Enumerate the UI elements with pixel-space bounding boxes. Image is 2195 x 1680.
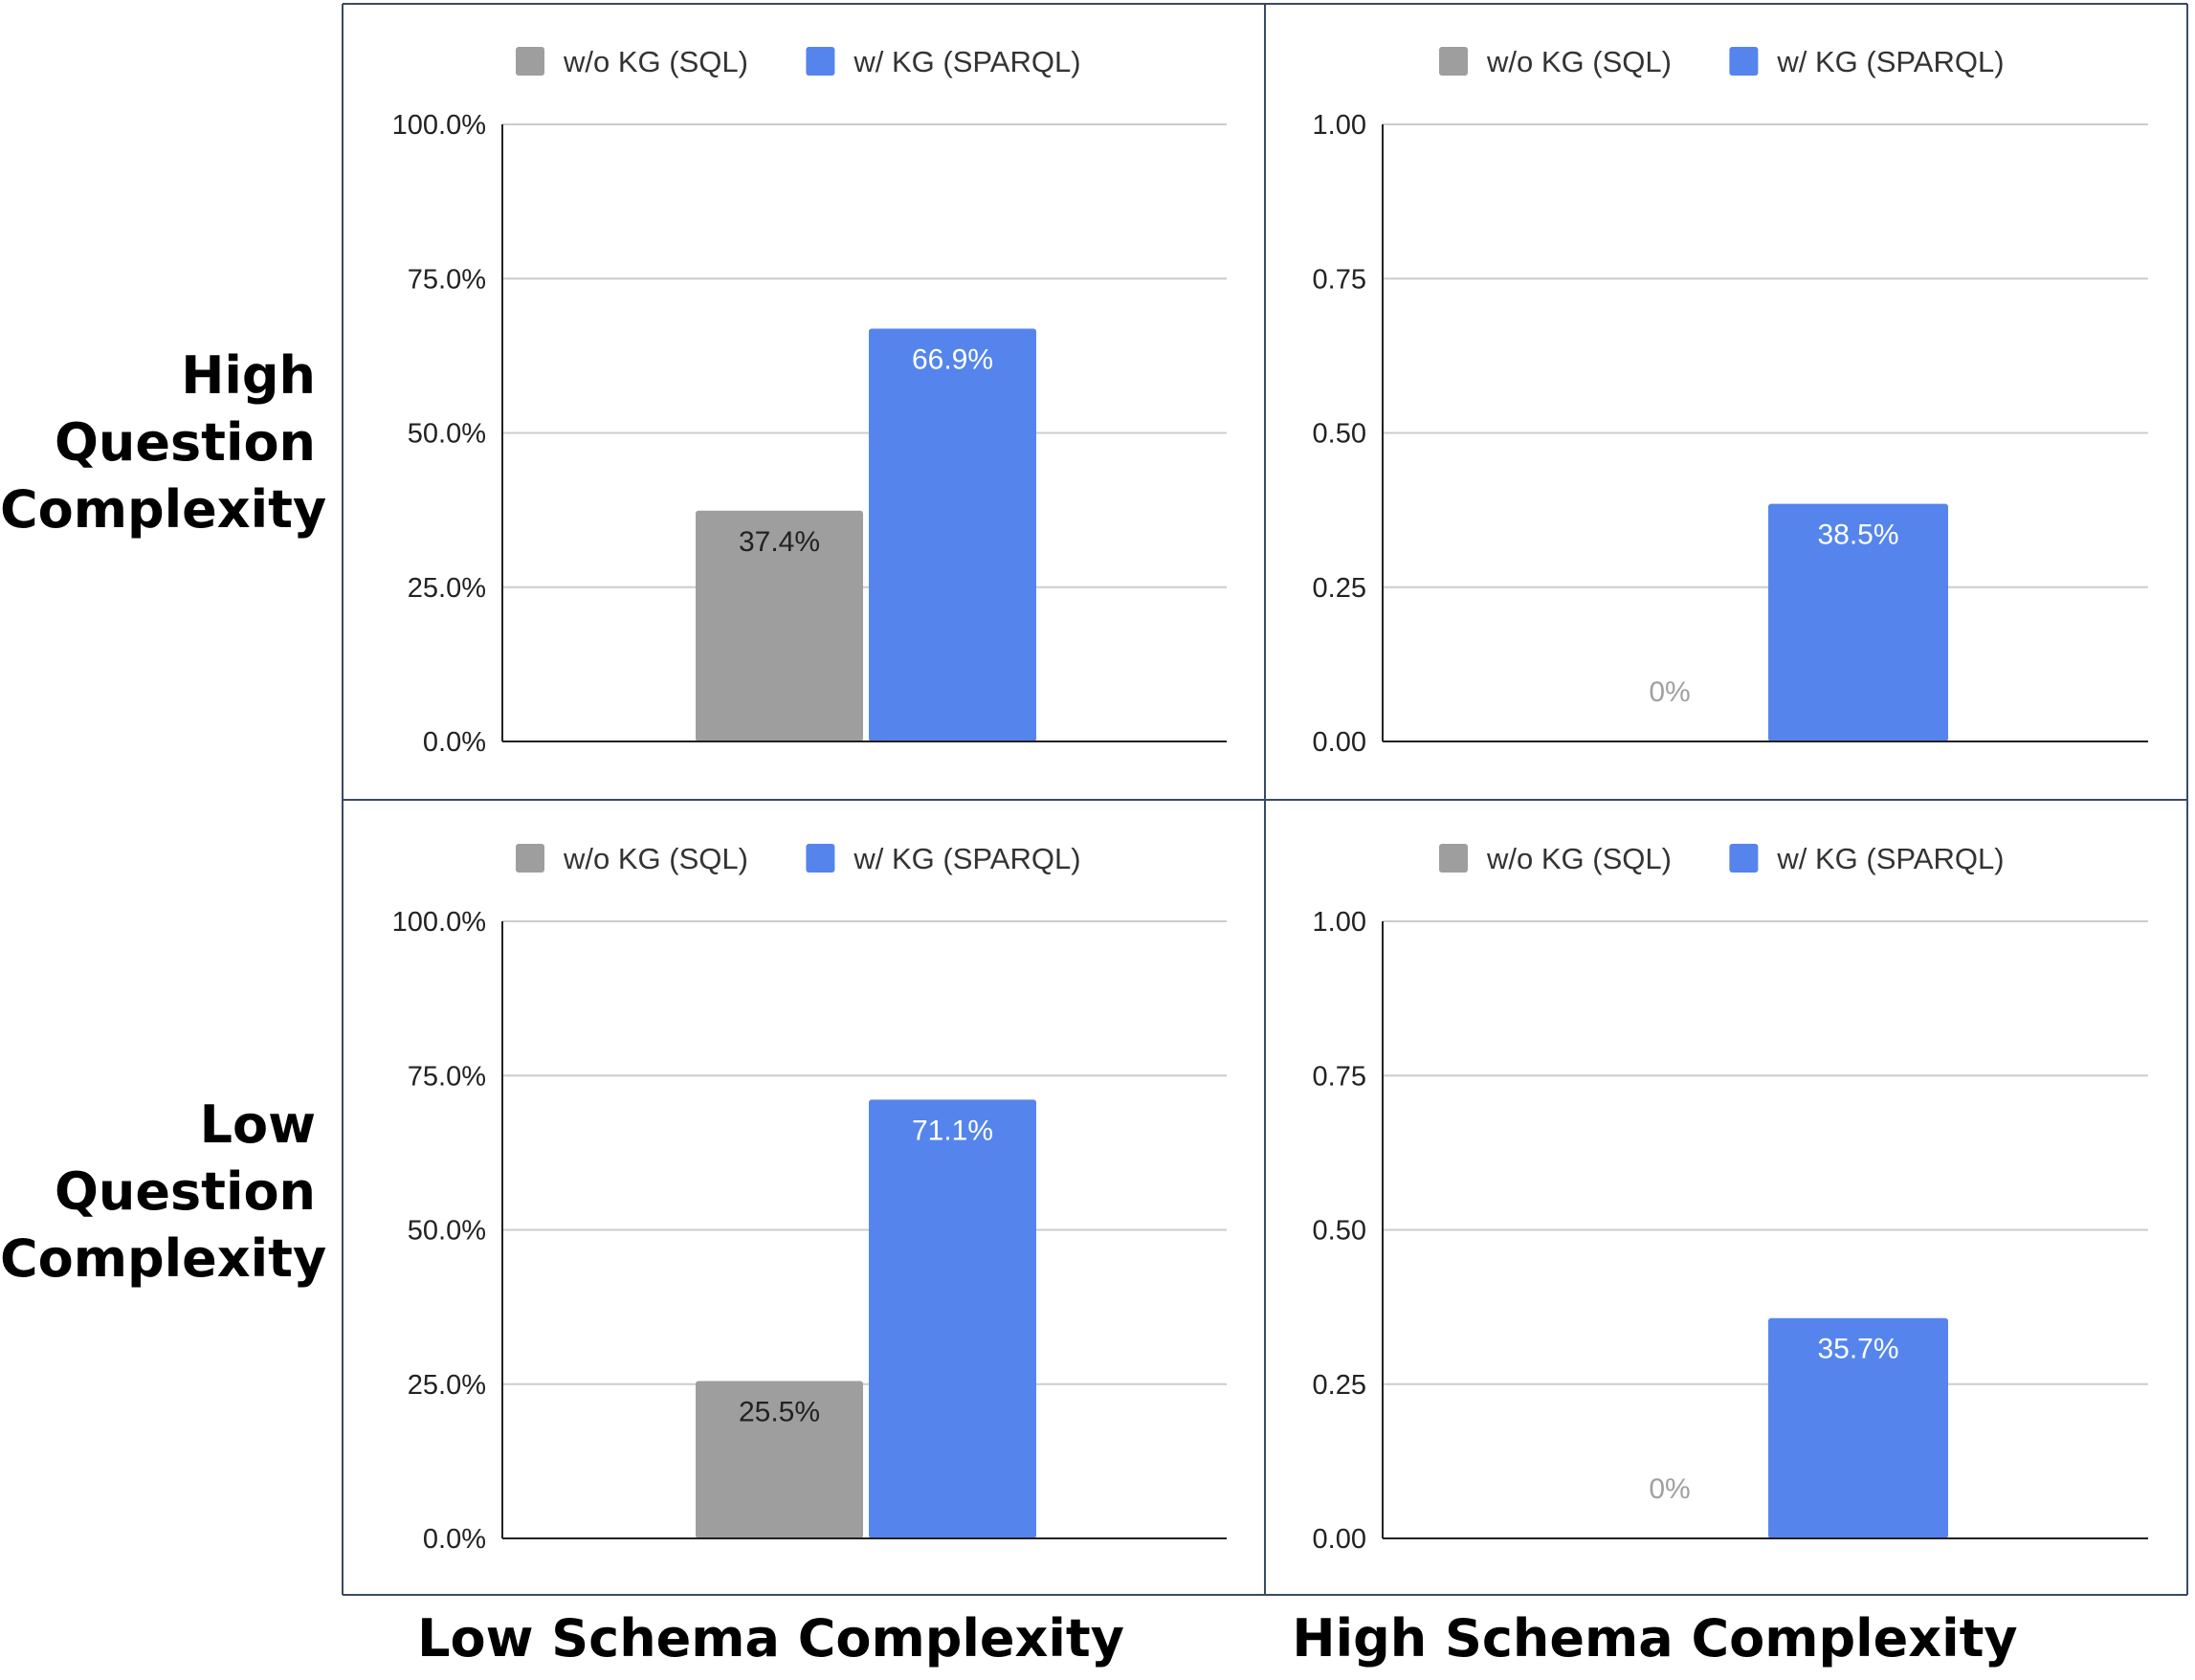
bar-sql: [696, 1381, 863, 1538]
legend-swatch: [1729, 844, 1759, 873]
y-tick-label: 0.50: [1313, 1216, 1366, 1247]
legend-swatch: [1439, 844, 1468, 873]
legend-label: w/ KG (SPARQL): [853, 842, 1080, 875]
y-tick-label: 25.0%: [408, 1370, 486, 1401]
legend-label: w/o KG (SQL): [563, 45, 748, 78]
bar-sparql: [869, 328, 1036, 741]
y-tick-label: 0.75: [1313, 264, 1366, 295]
y-tick-label: 50.0%: [408, 1216, 486, 1247]
bar-sql: [696, 510, 863, 741]
bar-sparql: [1768, 503, 1948, 741]
legend-swatch: [1729, 47, 1759, 76]
row-label-high-question-complexity: High Question Complexity: [0, 343, 327, 543]
row-label-line: Low: [199, 1094, 316, 1155]
y-tick-label: 75.0%: [408, 1061, 486, 1092]
bar-sparql: [869, 1099, 1036, 1538]
row-label-low-question-complexity: Low Question Complexity: [0, 1092, 327, 1293]
legend-label: w/o KG (SQL): [1486, 45, 1672, 78]
y-tick-label: 1.00: [1313, 110, 1366, 141]
data-label: 38.5%: [1817, 519, 1898, 551]
legend-swatch: [516, 844, 544, 873]
y-tick-label: 0.00: [1313, 1524, 1366, 1555]
legend-swatch: [516, 47, 544, 76]
y-tick-label: 0.25: [1313, 1370, 1366, 1401]
y-tick-label: 75.0%: [408, 264, 486, 295]
data-label: 0%: [1649, 676, 1690, 708]
legend-swatch: [1439, 47, 1468, 76]
data-label: 71.1%: [912, 1115, 993, 1146]
legend-swatch: [806, 844, 835, 873]
y-tick-label: 0.0%: [423, 1524, 486, 1555]
data-label: 35.7%: [1817, 1334, 1898, 1365]
y-tick-label: 1.00: [1313, 907, 1366, 938]
y-tick-label: 0.50: [1313, 419, 1366, 450]
row-label-line: Complexity: [0, 479, 327, 540]
legend-label: w/ KG (SPARQL): [1776, 842, 2004, 875]
legend-swatch: [806, 47, 835, 76]
row-label-line: Complexity: [0, 1228, 327, 1289]
row-label-line: Question: [55, 1161, 316, 1222]
y-tick-label: 100.0%: [392, 110, 486, 141]
legend-label: w/ KG (SPARQL): [1776, 45, 2004, 78]
bar-sparql: [1768, 1317, 1948, 1538]
row-label-line: Question: [55, 412, 316, 473]
data-label: 37.4%: [739, 526, 820, 558]
y-tick-label: 0.00: [1313, 727, 1366, 758]
col-label-high-schema-complexity: High Schema Complexity: [1292, 1608, 2018, 1669]
legend-label: w/ KG (SPARQL): [853, 45, 1080, 78]
y-tick-label: 0.75: [1313, 1061, 1366, 1092]
y-tick-label: 50.0%: [408, 419, 486, 450]
col-label-low-schema-complexity: Low Schema Complexity: [417, 1608, 1124, 1669]
data-label: 66.9%: [912, 343, 993, 375]
y-tick-label: 0.0%: [423, 727, 486, 758]
legend-label: w/o KG (SQL): [1486, 842, 1672, 875]
y-tick-label: 100.0%: [392, 907, 486, 938]
y-tick-label: 0.25: [1313, 573, 1366, 604]
row-label-line: High: [181, 345, 316, 406]
data-label: 0%: [1649, 1473, 1690, 1505]
y-tick-label: 25.0%: [408, 573, 486, 604]
legend-label: w/o KG (SQL): [563, 842, 748, 875]
data-label: 25.5%: [739, 1397, 820, 1428]
